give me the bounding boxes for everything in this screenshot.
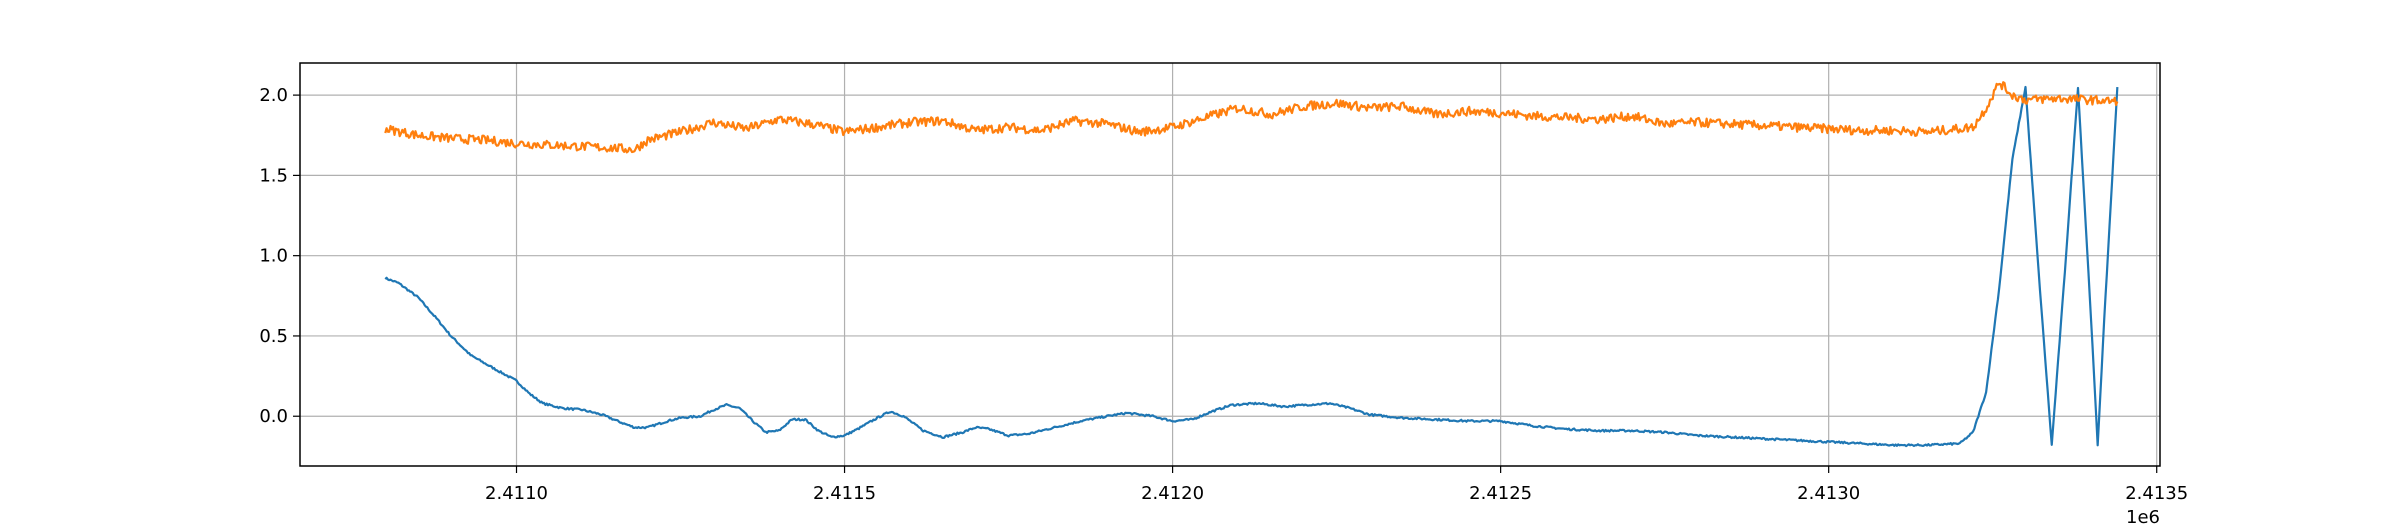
y-tick-label: 0.5 (259, 326, 288, 347)
x-tick-label: 2.4135 (2125, 483, 2188, 504)
series-line-1 (384, 85, 2119, 448)
x-tick-label: 2.4130 (1797, 483, 1860, 504)
x-tick-label: 2.4120 (1141, 483, 1204, 504)
x-offset-label: 1e6 (2126, 507, 2160, 525)
y-tick-label: 1.5 (259, 165, 288, 186)
y-tick-label: 0.0 (259, 406, 288, 427)
y-tick-label: 1.0 (259, 246, 288, 267)
x-tick-label: 2.4125 (1469, 483, 1532, 504)
grid (300, 63, 2160, 466)
x-axis: 2.4110 2.4115 2.4120 2.4125 2.4130 2.4135 (485, 466, 2188, 504)
series-line-2 (384, 81, 2119, 154)
y-axis: 0.0 0.5 1.0 1.5 2.0 (259, 85, 300, 427)
plot-series (384, 81, 2119, 448)
plot-frame (299, 62, 2161, 467)
x-tick-label: 2.4115 (813, 483, 876, 504)
x-tick-label: 2.4110 (485, 483, 548, 504)
y-tick-label: 2.0 (259, 85, 288, 106)
